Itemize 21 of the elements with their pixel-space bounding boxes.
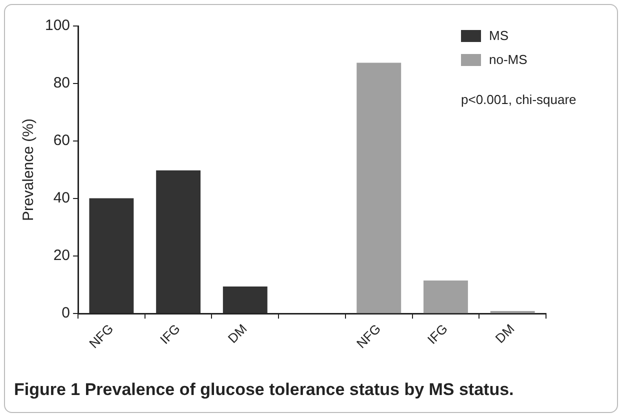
x-tick-label: DM: [224, 321, 250, 346]
bar: [490, 310, 535, 314]
x-tick-label: DM: [492, 321, 518, 346]
bar: [423, 280, 468, 314]
annotation: p<0.001, chi-square: [461, 92, 576, 107]
y-tick-label: 0: [62, 304, 70, 322]
bar: [156, 170, 201, 314]
x-tick-label: IFG: [157, 321, 183, 348]
legend-label: no-MS: [489, 52, 528, 67]
x-tick-label: IFG: [424, 321, 450, 348]
y-tick-label: 60: [53, 132, 70, 150]
legend-label: MS: [489, 28, 508, 43]
y-axis-title: Prevalence (%): [20, 118, 38, 222]
bar: [89, 198, 134, 314]
y-tick-label: 20: [53, 247, 70, 264]
y-tick-label: 80: [53, 74, 70, 92]
y-tick-label: 100: [44, 17, 70, 34]
bar: [222, 286, 268, 314]
bar: [356, 62, 402, 314]
text: Figure 1 Prevalence of glucose tolerance status by MS status.: [14, 380, 514, 400]
y-tick-label: 40: [53, 190, 70, 207]
